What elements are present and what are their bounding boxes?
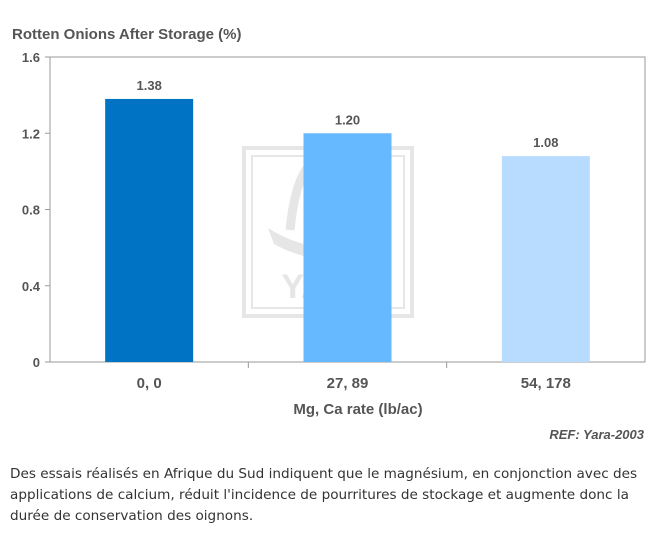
- bar-chart: Rotten Onions After Storage (%) YARA 00.…: [12, 26, 646, 442]
- y-tick-label: 0.4: [22, 279, 41, 294]
- y-tick-label: 0: [33, 355, 40, 370]
- x-tick-label: 27, 89: [327, 375, 369, 392]
- x-axis-tick-labels: 0, 0 27, 89 54, 178: [137, 375, 571, 392]
- x-tick-label: 0, 0: [137, 375, 162, 392]
- bar-value-label: 1.38: [137, 78, 162, 93]
- x-axis-title: Mg, Ca rate (lb/ac): [293, 401, 422, 418]
- y-tick-label: 0.8: [22, 203, 40, 218]
- bar: [501, 156, 590, 362]
- chart-title: Rotten Onions After Storage (%): [12, 26, 241, 43]
- y-tick-label: 1.2: [22, 126, 40, 141]
- bar-value-label: 1.08: [533, 135, 558, 150]
- bar: [105, 98, 194, 362]
- y-tick-label: 1.6: [22, 50, 40, 65]
- y-axis-ticks: 0 0.4 0.8 1.2 1.6: [22, 50, 50, 370]
- description-caption: Des essais réalisés en Afrique du Sud in…: [10, 466, 638, 524]
- bar: [303, 133, 392, 362]
- x-tick-label: 54, 178: [521, 375, 571, 392]
- reference-note: REF: Yara-2003: [549, 427, 644, 442]
- bar-value-label: 1.20: [335, 112, 360, 127]
- bar-series: 1.38 1.20 1.08: [105, 78, 590, 362]
